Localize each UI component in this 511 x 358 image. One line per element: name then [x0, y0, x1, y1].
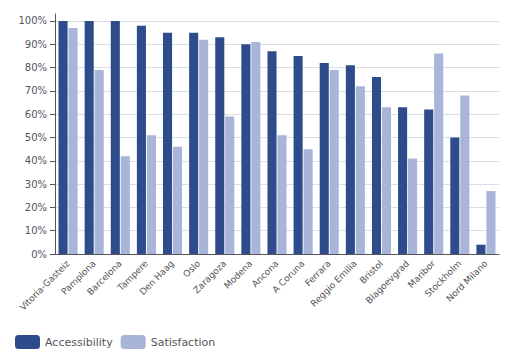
svg-text:90%: 90%	[25, 39, 47, 50]
svg-text:70%: 70%	[25, 85, 47, 96]
svg-text:Barcelona: Barcelona	[85, 258, 124, 297]
svg-text:Maribor: Maribor	[405, 258, 438, 290]
svg-text:Nord Milano: Nord Milano	[444, 258, 489, 303]
svg-text:Stockholm: Stockholm	[422, 258, 464, 299]
svg-text:Zaragoza: Zaragoza	[191, 258, 228, 295]
svg-text:Bristol: Bristol	[357, 258, 385, 286]
svg-text:Pamplona: Pamplona	[59, 258, 98, 297]
svg-text:Ancona: Ancona	[249, 258, 281, 290]
svg-text:Satisfaction: Satisfaction	[151, 336, 216, 349]
svg-text:80%: 80%	[25, 62, 47, 73]
svg-text:Reggio Emilia: Reggio Emilia	[309, 258, 359, 308]
svg-text:Modena: Modena	[222, 258, 254, 290]
svg-text:Accessibility: Accessibility	[45, 336, 113, 349]
svg-text:100%: 100%	[18, 15, 47, 26]
svg-text:10%: 10%	[25, 225, 47, 236]
svg-text:Tampere: Tampere	[115, 258, 150, 293]
svg-text:Vitoria-Gasteiz: Vitoria-Gasteiz	[17, 258, 72, 313]
svg-text:Blagoevgrad: Blagoevgrad	[364, 258, 411, 305]
svg-text:50%: 50%	[25, 132, 47, 143]
svg-text:40%: 40%	[25, 155, 47, 166]
svg-text:30%: 30%	[25, 179, 47, 190]
svg-text:60%: 60%	[25, 109, 47, 120]
svg-text:Den Haag: Den Haag	[138, 258, 177, 297]
svg-text:0%: 0%	[31, 249, 47, 260]
svg-text:A Coruna: A Coruna	[270, 258, 306, 294]
svg-text:Oslo: Oslo	[181, 258, 202, 279]
svg-text:20%: 20%	[25, 202, 47, 213]
svg-text:Ferrara: Ferrara	[303, 258, 333, 289]
